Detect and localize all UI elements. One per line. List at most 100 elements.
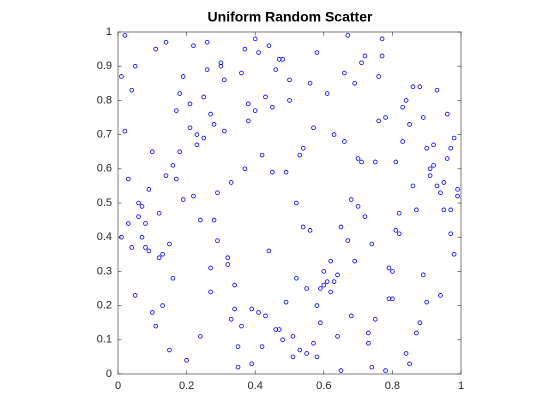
point <box>129 245 135 250</box>
point <box>174 108 179 113</box>
point <box>132 63 138 69</box>
point <box>359 159 364 165</box>
point <box>348 197 354 202</box>
point <box>355 204 361 209</box>
point <box>170 163 176 168</box>
point <box>369 364 375 370</box>
point <box>362 53 368 59</box>
point <box>119 234 124 240</box>
point <box>307 228 313 233</box>
point <box>163 39 169 45</box>
point <box>318 286 323 291</box>
point <box>431 163 436 168</box>
point <box>263 94 268 100</box>
point <box>338 368 344 373</box>
point <box>139 234 145 240</box>
point <box>256 310 261 315</box>
point <box>194 142 200 148</box>
point <box>198 217 203 223</box>
point <box>187 125 193 131</box>
point <box>386 265 392 271</box>
point <box>352 81 357 86</box>
point <box>246 118 251 124</box>
y-tick-label: 0.3 <box>97 265 112 277</box>
point <box>228 180 234 185</box>
point <box>376 74 381 79</box>
point <box>270 104 275 110</box>
point <box>129 87 135 93</box>
point <box>242 166 248 172</box>
point <box>167 241 172 247</box>
point <box>215 238 220 243</box>
point <box>150 310 155 315</box>
point <box>242 46 248 52</box>
point <box>235 344 241 349</box>
point <box>225 262 231 267</box>
point <box>335 272 340 278</box>
point <box>204 39 210 45</box>
point <box>143 245 148 250</box>
point <box>314 303 320 308</box>
point <box>441 180 447 185</box>
point <box>180 197 186 202</box>
point <box>444 156 450 161</box>
point <box>383 368 388 373</box>
point <box>300 145 306 151</box>
point <box>167 347 172 353</box>
point <box>208 111 213 117</box>
point <box>314 354 320 360</box>
point <box>434 87 440 93</box>
point <box>150 149 155 155</box>
point <box>420 272 426 278</box>
point <box>201 135 207 141</box>
x-tick-label: 0.4 <box>248 380 263 392</box>
point <box>417 320 423 326</box>
point <box>280 57 285 62</box>
point <box>362 214 368 219</box>
point <box>153 323 159 329</box>
point <box>328 258 333 264</box>
point <box>215 190 220 196</box>
point <box>273 67 279 72</box>
point <box>379 53 385 59</box>
point <box>427 166 433 172</box>
point <box>249 306 255 312</box>
point <box>191 193 196 199</box>
point <box>396 210 402 216</box>
point <box>208 289 213 295</box>
point <box>376 118 381 124</box>
y-tick-label: 0.7 <box>97 129 112 141</box>
point <box>246 101 251 107</box>
point <box>232 306 237 312</box>
point <box>448 145 454 151</box>
point <box>287 98 292 103</box>
y-tick-label: 0.9 <box>97 60 112 72</box>
point <box>211 217 217 223</box>
point <box>400 139 405 144</box>
point <box>321 269 327 274</box>
point <box>266 43 272 48</box>
point <box>228 316 234 322</box>
point <box>146 187 152 192</box>
point <box>331 132 337 137</box>
x-tick-label: 0.6 <box>316 380 331 392</box>
point <box>407 122 412 127</box>
point <box>438 190 443 196</box>
point <box>156 210 162 216</box>
point <box>136 200 141 206</box>
point <box>318 320 323 326</box>
x-tick-label: 0.2 <box>179 380 194 392</box>
point <box>160 303 165 308</box>
point <box>434 183 440 189</box>
y-tick-label: 0 <box>106 368 112 380</box>
point <box>263 313 268 319</box>
chart-title: Uniform Random Scatter <box>208 9 373 25</box>
point <box>414 330 419 336</box>
point <box>328 289 333 295</box>
point <box>232 282 237 288</box>
point <box>304 286 309 291</box>
point <box>345 238 351 243</box>
point <box>132 293 138 298</box>
